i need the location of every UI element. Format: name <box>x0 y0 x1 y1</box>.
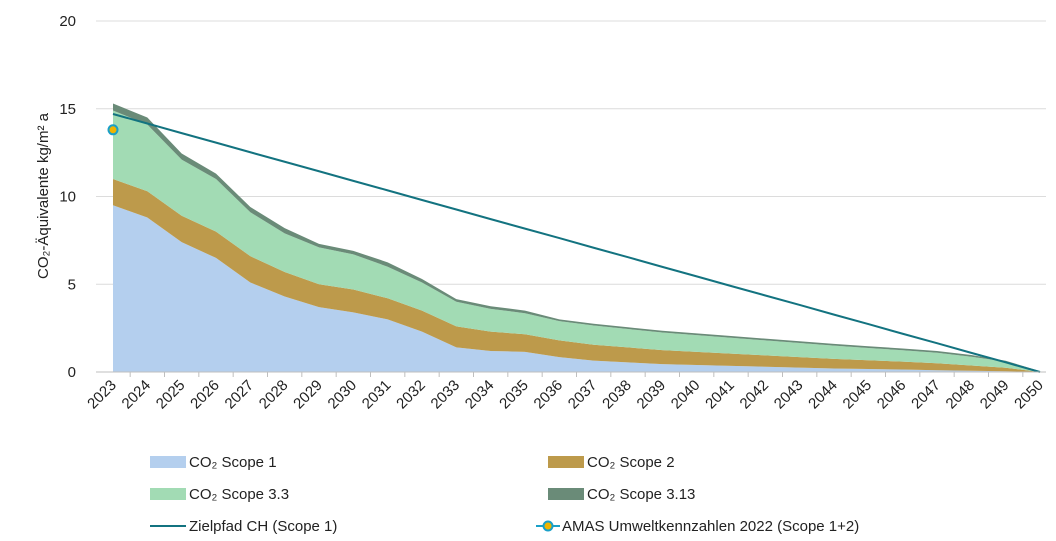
area-co-scope-3-3 <box>113 110 1040 372</box>
legend-label: CO₂ Scope 2 <box>587 454 675 471</box>
x-tick-label: 2047 <box>908 377 944 413</box>
legend-swatch <box>150 488 186 500</box>
legend-swatch <box>150 456 186 468</box>
x-tick-label: 2049 <box>977 377 1013 413</box>
x-tick-label: 2048 <box>943 377 979 413</box>
lines <box>112 113 1041 373</box>
x-tick-label: 2038 <box>599 377 635 413</box>
x-tick-label: 2050 <box>1011 377 1047 413</box>
legend-item-co-scope-2: CO₂ Scope 2 <box>548 454 675 471</box>
point-amas <box>107 124 119 136</box>
legend-label: Zielpfad CH (Scope 1) <box>189 518 337 535</box>
legend-label: AMAS Umweltkennzahlen 2022 (Scope 1+2) <box>562 518 859 535</box>
legend: CO₂ Scope 1 CO₂ Scope 2 CO₂ Scope 3.3 CO₂ S… <box>150 454 859 535</box>
y-tick-label: 10 <box>59 189 76 206</box>
axes: 0 5 10 15 20 20232024202520262027202820292030… <box>59 13 1047 412</box>
x-tick-label: 2029 <box>290 377 326 413</box>
y-tick-label: 5 <box>68 276 76 293</box>
x-tick-label: 2036 <box>531 377 567 413</box>
legend-swatch <box>548 488 584 500</box>
line-zielpfad <box>112 113 1041 373</box>
legend-item-co-scope-1: CO₂ Scope 1 <box>150 454 277 471</box>
points <box>107 124 119 136</box>
x-tick-label: 2042 <box>737 377 773 413</box>
x-tick-label: 2037 <box>565 377 601 413</box>
x-tick-label: 2031 <box>359 377 395 413</box>
y-tick-label: 15 <box>59 101 76 118</box>
x-tick-label: 2024 <box>119 377 155 413</box>
x-tick-label: 2027 <box>222 377 258 413</box>
y-axis-label: CO₂-Äquivalente kg/m² a <box>35 112 52 279</box>
x-tick-label: 2026 <box>187 377 223 413</box>
legend-item-amas-umweltkennzahlen-2022-scope-1-2-: AMAS Umweltkennzahlen 2022 (Scope 1+2) <box>536 518 859 535</box>
x-tick-label: 2034 <box>462 377 498 413</box>
y-tick-label: 0 <box>68 364 76 381</box>
x-tick-label: 2032 <box>393 377 429 413</box>
legend-item-co-scope-3-3: CO₂ Scope 3.3 <box>150 486 289 503</box>
area-co-scope-1 <box>113 205 1040 372</box>
area-co-scope-3-13 <box>113 103 1040 372</box>
legend-swatch <box>548 456 584 468</box>
legend-item-co-scope-3-13: CO₂ Scope 3.13 <box>548 486 695 503</box>
legend-item-zielpfad-ch-scope-1-: Zielpfad CH (Scope 1) <box>150 518 337 535</box>
legend-label: CO₂ Scope 3.13 <box>587 486 695 503</box>
x-tick-label: 2030 <box>325 377 361 413</box>
x-tick-label: 2045 <box>840 377 876 413</box>
x-tick-label: 2043 <box>771 377 807 413</box>
x-tick-label: 2023 <box>84 377 120 413</box>
areas <box>113 103 1040 372</box>
x-tick-label: 2033 <box>428 377 464 413</box>
legend-swatch-marker <box>542 520 554 532</box>
legend-label: CO₂ Scope 3.3 <box>189 486 289 503</box>
legend-label: CO₂ Scope 1 <box>189 454 277 471</box>
x-tick-label: 2035 <box>496 377 532 413</box>
x-tick-label: 2040 <box>668 377 704 413</box>
x-tick-label: 2028 <box>256 377 292 413</box>
x-tick-label: 2039 <box>634 377 670 413</box>
x-tick-label: 2025 <box>153 377 189 413</box>
x-tick-label: 2041 <box>702 377 738 413</box>
x-tick-label: 2046 <box>874 377 910 413</box>
y-tick-label: 20 <box>59 13 76 30</box>
x-tick-label: 2044 <box>805 377 841 413</box>
grid <box>96 20 1046 285</box>
